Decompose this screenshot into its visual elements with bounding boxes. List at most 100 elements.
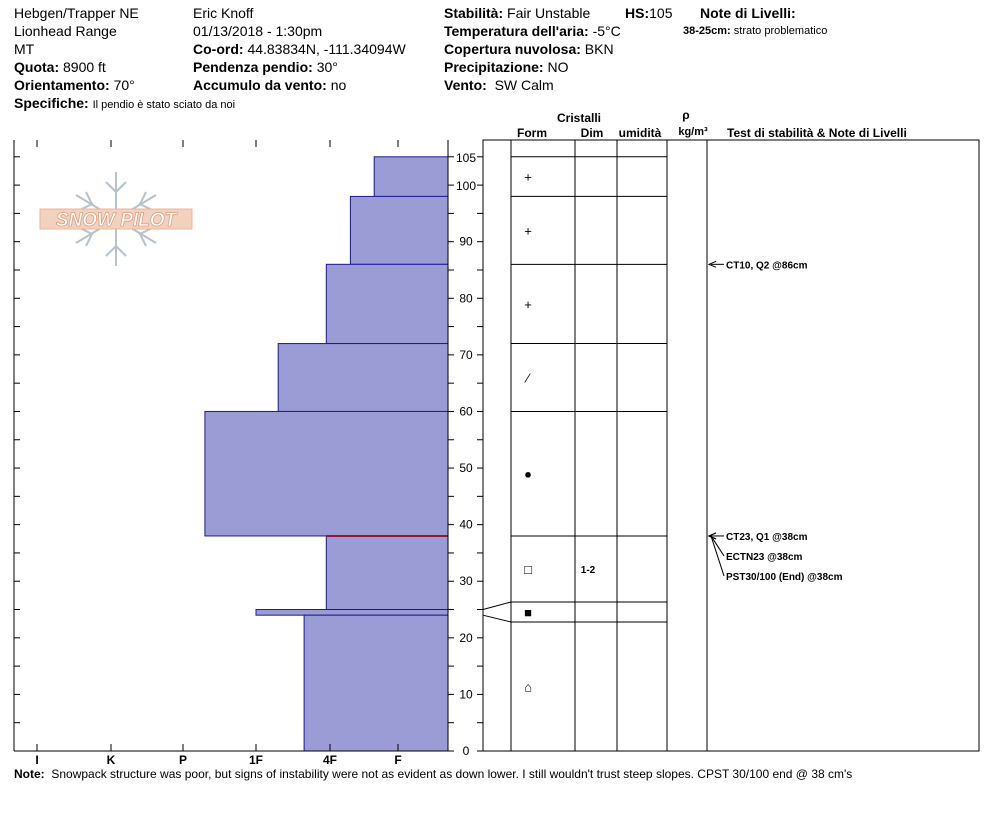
layer-connector — [482, 614, 512, 623]
grain-form-symbol: ⁄ — [524, 371, 531, 386]
note-text: Snowpack structure was poor, but signs o… — [51, 767, 853, 781]
logo-text: SNOW PILOT — [56, 210, 178, 231]
hardness-bar — [325, 263, 449, 345]
hardness-bar — [277, 343, 449, 412]
location: Hebgen/Trapper NE — [14, 5, 139, 21]
snow-profile-chart: SNOW PILOT I K P 1F 4F F 0 10 20 30 40 50 60 70 80 90 1… — [13, 108, 980, 766]
precip-label: Precipitazione: — [444, 59, 544, 75]
depth-tick-label: 60 — [459, 404, 473, 418]
layer-table: Cristalli Form Dim umidità ρ kg/m³ Test … — [482, 108, 980, 752]
table-layer-rows: + + + ⁄ ● □ 1-2 ■ ⌂ — [482, 156, 667, 695]
hs-label: HS: — [625, 5, 650, 21]
hardness-plot: I K P 1F 4F F — [13, 140, 449, 766]
note-label: Note: — [14, 767, 45, 781]
hardness-bar — [349, 195, 449, 265]
table-frame — [482, 139, 980, 752]
coord-row: Co-ord: 44.83834N, -111.34094W — [193, 40, 406, 58]
hs-row: HS:105 — [625, 4, 672, 22]
state: MT — [14, 41, 35, 57]
stability-label: Stabilità: — [444, 5, 504, 21]
hardness-axis: I K P 1F 4F F — [35, 140, 402, 766]
grain-form-symbol: ● — [524, 467, 532, 482]
tests-header: Test di stabilità & Note di Livelli — [727, 126, 907, 140]
hardness-tick-label: 1F — [249, 753, 263, 766]
grain-form-symbol: ⌂ — [524, 680, 532, 695]
precip-value: NO — [547, 59, 569, 75]
elevation-label: Quota: — [14, 59, 60, 75]
wind-row: Vento: SW Calm — [444, 76, 554, 94]
specifics-value: Il pendio è stato sciato da noi — [92, 99, 236, 111]
depth-tick-label: 100 — [456, 179, 476, 193]
hs-value: 105 — [649, 5, 673, 21]
snowpilot-logo: SNOW PILOT — [39, 172, 193, 266]
layer-note: 38-25cm: strato problematico — [683, 22, 827, 40]
elevation-row: Quota: 8900 ft — [14, 58, 106, 76]
hardness-tick-label: I — [35, 753, 38, 766]
cloud-value: BKN — [584, 41, 614, 57]
hardness-bar — [325, 535, 449, 611]
datetime: 01/13/2018 - 1:30pm — [193, 23, 323, 39]
coord-label: Co-ord: — [193, 41, 244, 57]
stability-value: Fair Unstable — [507, 5, 591, 21]
rho-header: ρ — [682, 108, 689, 122]
hardness-tick-label: P — [179, 753, 187, 766]
layer-connector — [482, 601, 512, 611]
hardness-tick-label: 4F — [323, 753, 337, 766]
slope-row: Pendenza pendio: 30° — [193, 58, 338, 76]
slope-value: 30° — [316, 59, 338, 75]
depth-tick-label: 30 — [459, 574, 473, 588]
grain-size-value: 1-2 — [581, 565, 596, 576]
arrow-icon — [707, 532, 717, 540]
cloud-label: Copertura nuvolosa: — [444, 41, 581, 57]
wind-loading-label: Accumulo da vento: — [193, 77, 327, 93]
left-minor-ticks — [14, 156, 20, 752]
wind-label: Vento: — [444, 77, 487, 93]
hardness-bar — [255, 609, 449, 616]
cloud-row: Copertura nuvolosa: BKN — [444, 40, 614, 58]
test-label: CT23, Q1 @38cm — [726, 532, 808, 543]
aspect-label: Orientamento: — [14, 77, 110, 93]
observer: Eric Knoff — [193, 5, 254, 21]
form-header: Form — [517, 126, 547, 140]
wind-value: SW Calm — [494, 77, 554, 93]
air-temp-value: -5°C — [592, 23, 621, 39]
depth-tick-label: 0 — [463, 744, 470, 758]
hardness-bar — [303, 614, 449, 752]
hardness-tick-label: K — [107, 753, 116, 766]
crystals-header: Cristalli — [557, 111, 601, 125]
hardness-tick-label: F — [394, 753, 401, 766]
depth-tick-label: 50 — [459, 461, 473, 475]
stability-row: Stabilità: Fair Unstable — [444, 4, 590, 22]
grain-form-symbol: □ — [524, 562, 532, 577]
logo-band — [39, 208, 193, 230]
air-temp-row: Temperatura dell'aria: -5°C — [444, 22, 621, 40]
specifics-row: Specifiche: Il pendio è stato sciato da … — [14, 94, 235, 114]
grain-form-symbol: + — [524, 170, 532, 185]
test-label: CT10, Q2 @86cm — [726, 260, 808, 271]
grain-form-symbol: ■ — [524, 605, 532, 620]
depth-tick-label: 20 — [459, 631, 473, 645]
note-row: Note: Snowpack structure was poor, but s… — [14, 767, 852, 781]
precip-row: Precipitazione: NO — [444, 58, 568, 76]
wind-loading-row: Accumulo da vento: no — [193, 76, 346, 94]
layer-note-text: strato problematico — [733, 25, 828, 37]
depth-tick-label: 40 — [459, 518, 473, 532]
elevation-value: 8900 ft — [63, 59, 106, 75]
layer-note-range: 38-25cm: — [683, 25, 731, 37]
depth-tick-label: 70 — [459, 348, 473, 362]
size-header: Dim — [581, 126, 604, 140]
depth-tick-label: 80 — [459, 291, 473, 305]
test-pointer — [710, 535, 725, 577]
density-header: kg/m³ — [678, 126, 708, 138]
grain-form-symbol: + — [524, 223, 532, 238]
stability-tests: CT10, Q2 @86cm CT23, Q1 @38cm ECTN23 @38cm… — [707, 260, 843, 583]
wind-loading-value: no — [330, 77, 347, 93]
test-label: PST30/100 (End) @38cm — [726, 572, 843, 583]
depth-tick-label: 10 — [459, 687, 473, 701]
specifics-label: Specifiche: — [14, 95, 89, 111]
moisture-header: umidità — [619, 126, 662, 140]
arrow-icon — [707, 260, 717, 268]
depth-tick-label: 105 — [456, 151, 476, 165]
air-temp-label: Temperatura dell'aria: — [444, 23, 589, 39]
test-pointer — [710, 535, 725, 557]
